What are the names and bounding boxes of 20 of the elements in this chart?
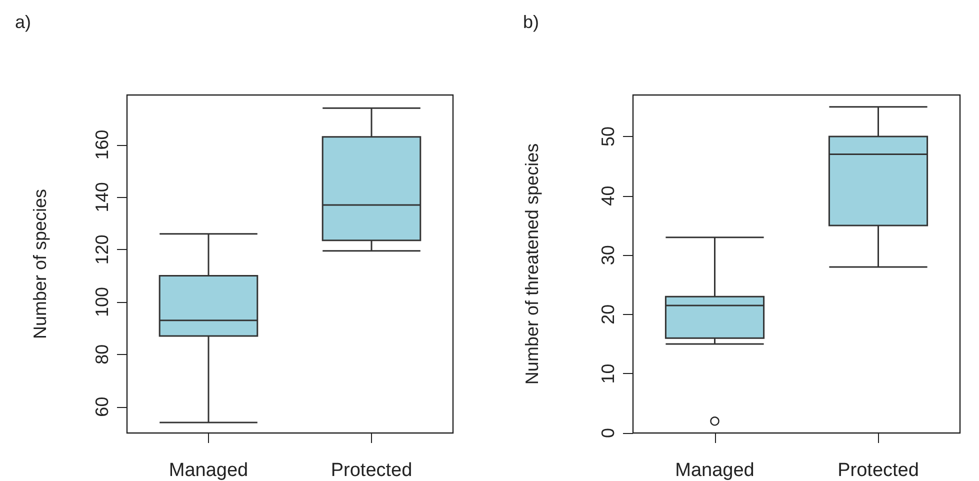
y-tick-label: 40 (598, 186, 618, 206)
chart-title: a) (15, 12, 32, 32)
y-tick-label: 140 (92, 182, 112, 212)
y-tick-label: 30 (598, 245, 618, 266)
y-axis-title: Number of threatened species (522, 143, 542, 385)
x-tick-label: Protected (330, 460, 412, 481)
y-axis-title: Number of species (30, 188, 50, 340)
chart-title: b) (523, 12, 540, 32)
y-tick-label: 0 (598, 428, 618, 438)
y-tick-label: 20 (598, 304, 618, 324)
y-tick-label: 10 (598, 364, 618, 384)
y-tick-label: 50 (598, 126, 618, 147)
x-tick-label: Protected (838, 460, 919, 481)
y-tick-label: 100 (92, 286, 112, 318)
y-tick-label: 160 (92, 130, 112, 160)
y-tick-label: 120 (92, 234, 112, 265)
y-tick-label: 80 (92, 344, 112, 364)
x-tick-label: Managed (675, 460, 754, 481)
x-tick-label: Managed (168, 460, 248, 481)
y-tick-label: 60 (92, 396, 112, 417)
